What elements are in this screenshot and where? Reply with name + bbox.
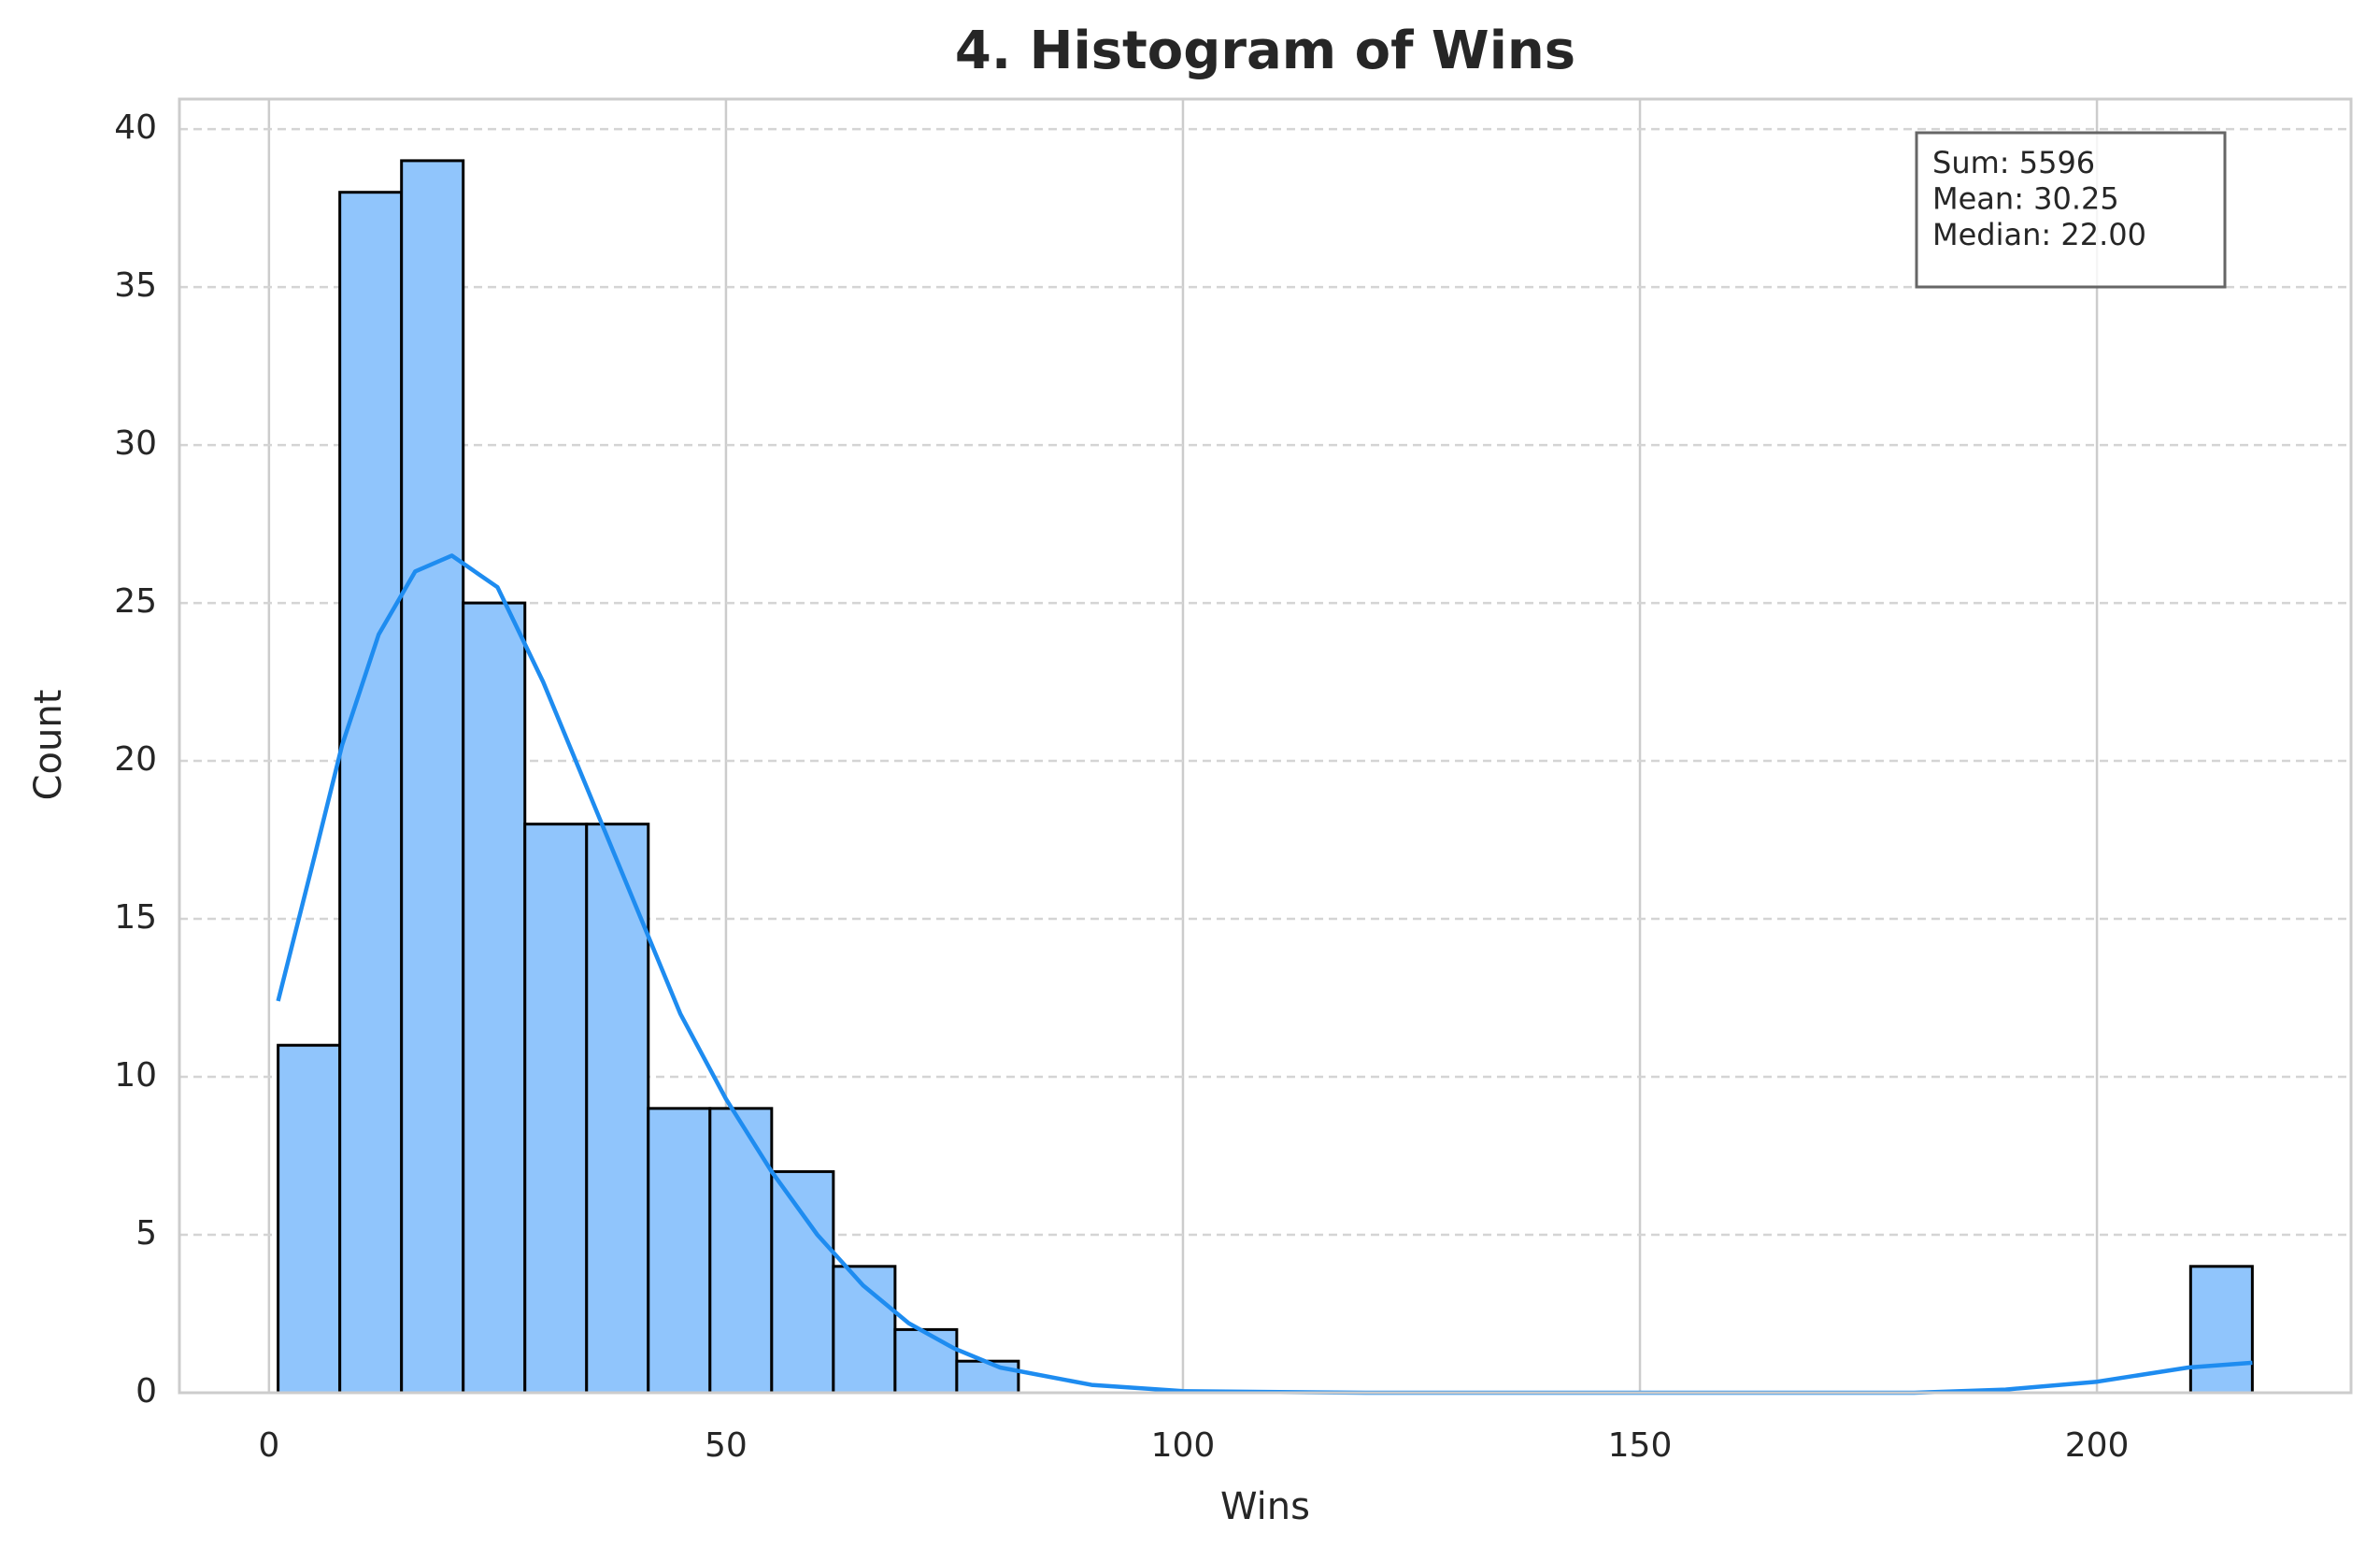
y-tick-label: 30 xyxy=(114,424,157,463)
bar xyxy=(893,1327,959,1395)
y-tick-label: 5 xyxy=(135,1214,157,1253)
x-tick-label: 0 xyxy=(258,1426,279,1465)
bar xyxy=(523,823,589,1395)
annotation-text: Sum: 5596 xyxy=(1932,145,2095,180)
y-tick-label: 25 xyxy=(114,582,157,621)
x-tick-label: 50 xyxy=(705,1426,748,1465)
y-tick-label: 10 xyxy=(114,1056,157,1095)
y-tick-label: 40 xyxy=(114,108,157,147)
annotation-text: Median: 22.00 xyxy=(1932,217,2146,252)
y-tick-label: 0 xyxy=(135,1372,157,1411)
bar xyxy=(2188,1265,2254,1395)
plot-frame xyxy=(178,97,2353,1395)
x-tick-label: 200 xyxy=(2065,1426,2130,1465)
annotation-text: Mean: 30.25 xyxy=(1932,181,2119,217)
y-tick-label: 20 xyxy=(114,740,157,779)
y-tick-label: 15 xyxy=(114,898,157,937)
x-tick-label: 100 xyxy=(1151,1426,1216,1465)
y-axis-label: Count xyxy=(27,690,70,801)
bar xyxy=(400,159,465,1395)
annotation-box xyxy=(1915,131,2227,289)
bar xyxy=(708,1107,774,1395)
y-tick-label: 35 xyxy=(114,266,157,305)
bar xyxy=(955,1359,1020,1395)
bar xyxy=(277,1043,342,1395)
chart-title: 4. Histogram of Wins xyxy=(955,21,1575,81)
x-axis-label: Wins xyxy=(1220,1485,1310,1528)
bar xyxy=(770,1169,835,1395)
x-tick-label: 150 xyxy=(1608,1426,1673,1465)
bar xyxy=(462,601,527,1395)
bar xyxy=(647,1107,712,1395)
bar xyxy=(585,823,650,1395)
bar xyxy=(338,191,404,1395)
